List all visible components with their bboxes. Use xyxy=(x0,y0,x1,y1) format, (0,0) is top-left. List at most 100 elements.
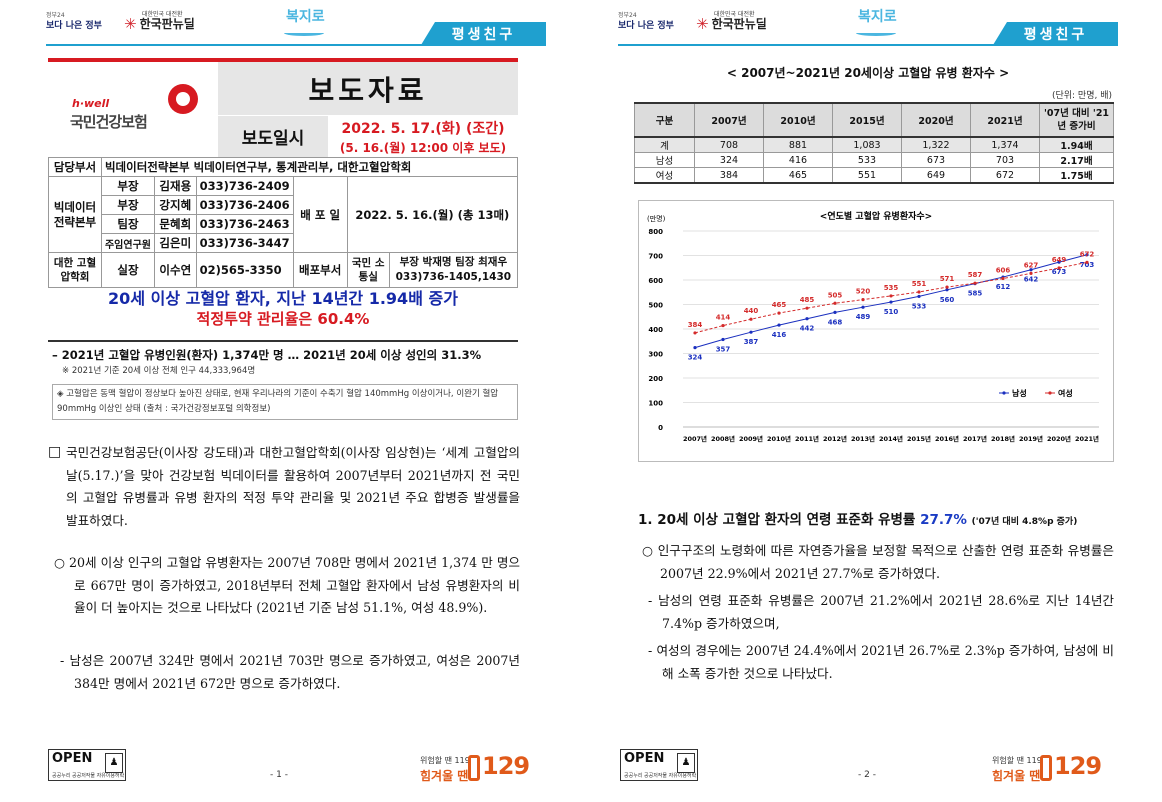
lifelong-friend-tag: 평생친구 xyxy=(993,22,1118,45)
bigdata-label: 빅데이터 전략본부 xyxy=(48,176,102,253)
table-cell: 551 xyxy=(832,167,902,184)
contact-phone: 033)736-2463 xyxy=(195,214,294,234)
x-tick-label: 2021년 xyxy=(1075,434,1099,443)
data-point xyxy=(777,323,781,327)
data-point xyxy=(917,290,921,294)
data-point xyxy=(1029,268,1033,272)
page-title: 보도자료 xyxy=(218,62,518,115)
hwell-text: h·well xyxy=(72,97,110,110)
release-date-label: 보도일시 xyxy=(218,115,328,157)
gov-logo-text: 보다 나은 정부 xyxy=(46,21,102,31)
contact-role: 팀장 xyxy=(100,214,155,234)
table-cell: 384 xyxy=(694,167,764,184)
table-cell: 708 xyxy=(694,136,764,153)
x-tick-label: 2010년 xyxy=(767,434,791,443)
release-date-line2: (5. 16.(월) 12:00 이후 보도) xyxy=(339,141,507,155)
y-tick-label: 0 xyxy=(658,424,663,432)
legend-marker xyxy=(1002,391,1006,395)
data-label: 612 xyxy=(996,283,1011,291)
data-label: 560 xyxy=(940,296,955,304)
table-cell: 2.17배 xyxy=(1039,152,1114,168)
section-title-text: 1. 20세 이상 고혈압 환자의 연령 표준화 유병률 xyxy=(638,512,916,528)
gov-logo-small: 정부24 xyxy=(46,12,65,19)
summary-line: – 2021년 고혈압 유병인원(환자) 1,374만 명 … 2021년 20… xyxy=(52,348,482,362)
gov-logo: 정부24 보다 나은 정부 xyxy=(618,11,674,31)
body-paragraph-1: ○ 인구구조의 노령화에 따른 자연증가율을 보정할 목적으로 산출한 연령 표… xyxy=(642,543,1114,581)
data-point xyxy=(1085,260,1089,264)
data-label: 465 xyxy=(772,301,787,309)
new-deal-logo: ✳ 대한민국 대전환 한국판뉴딜 xyxy=(124,11,195,32)
y-tick-label: 200 xyxy=(648,375,663,383)
section-title: 1. 20세 이상 고혈압 환자의 연령 표준화 유병률 27.7% ('07년… xyxy=(638,508,1077,528)
body-paragraph-2: ○ 20세 이상 인구의 고혈압 유병환자는 2007년 708만 명에서 20… xyxy=(54,555,520,616)
data-label: 627 xyxy=(1024,261,1039,269)
body-paragraph-3: - 남성은 2007년 324만 명에서 2021년 703만 명으로 증가하였… xyxy=(60,653,520,691)
x-tick-label: 2008년 xyxy=(711,434,735,443)
contact-phone: 033)736-2406 xyxy=(195,195,294,215)
table-unit: (단위: 만명, 배) xyxy=(1051,91,1112,101)
table-cell: 1,374 xyxy=(970,136,1040,153)
data-point xyxy=(1029,271,1033,275)
new-deal-logo: ✳ 대한민국 대전환 한국판뉴딜 xyxy=(696,11,767,32)
data-label: 535 xyxy=(884,284,899,292)
legend-marker xyxy=(1048,391,1052,395)
release-date: 2022. 5. 17.(화) (조간) (5. 16.(월) 12:00 이후… xyxy=(328,115,518,157)
data-label: 606 xyxy=(996,267,1011,275)
gov-logo-small: 정부24 xyxy=(618,12,637,19)
table-cell: 533 xyxy=(832,152,902,168)
y-tick-label: 700 xyxy=(648,253,663,261)
table-header: '07년 대비 '21년 증가비 xyxy=(1039,102,1114,138)
line-chart-svg: <연도별 고혈압 유병환자수> (만명) 0 100 200 300 400 500 600 70… xyxy=(647,210,1099,443)
data-point xyxy=(749,317,753,321)
data-label: 585 xyxy=(968,290,983,298)
data-label: 551 xyxy=(912,280,927,288)
assoc-phone: 02)565-3350 xyxy=(195,252,294,288)
contact-role: 부장 xyxy=(100,195,155,215)
data-point xyxy=(1085,253,1089,257)
table-header: 2010년 xyxy=(763,102,833,138)
distribution-date-value: 2022. 5. 16.(월) (총 13매) xyxy=(346,176,519,253)
page-number: - 1 - xyxy=(270,770,288,780)
helpline-text: 힘겨울 땐 xyxy=(420,769,469,783)
table-header: 2007년 xyxy=(694,102,764,138)
data-label: 384 xyxy=(688,321,703,329)
data-point xyxy=(1001,276,1005,281)
bullet-square-icon: □ xyxy=(48,444,62,460)
y-tick-label: 800 xyxy=(648,228,663,236)
data-point xyxy=(749,330,753,334)
open-label: OPEN xyxy=(624,751,665,766)
table-cell: 여성 xyxy=(634,167,695,184)
patients-table: 구분 2007년 2010년 2015년 2020년 2021년 '07년 대비… xyxy=(634,102,1114,184)
helpline-badge: 위험할 땐 119 힘겨울 땐 129 xyxy=(420,752,535,784)
helpline-badge: 위험할 땐 119 힘겨울 땐 129 xyxy=(992,752,1107,784)
bokji-logo: 복지로 xyxy=(286,9,325,25)
x-tick-label: 2013년 xyxy=(851,434,875,443)
table-row: 계 708 881 1,083 1,322 1,374 1.94배 xyxy=(634,136,1114,153)
data-point xyxy=(945,288,949,292)
page-2: 정부24 보다 나은 정부 ✳ 대한민국 대전환 한국판뉴딜 복지로 평생친구 … xyxy=(592,0,1152,802)
data-label: 414 xyxy=(716,314,731,322)
nhis-name: 국민건강보험 xyxy=(70,113,148,131)
table-header: 2015년 xyxy=(832,102,902,138)
data-point xyxy=(805,317,809,321)
data-label: 672 xyxy=(1080,250,1095,258)
chart-title: <연도별 고혈압 유병환자수> xyxy=(820,210,932,222)
bokji-smile-icon xyxy=(284,30,324,36)
gov-logo: 정부24 보다 나은 정부 xyxy=(46,11,102,31)
assoc-name: 이수연 xyxy=(153,252,197,288)
data-label: 673 xyxy=(1052,268,1067,276)
new-deal-small: 대한민국 대전환 xyxy=(142,11,183,18)
y-tick-label: 600 xyxy=(648,277,663,285)
header-rule xyxy=(618,44,1118,46)
table-cell: 649 xyxy=(901,167,971,184)
x-tick-label: 2017년 xyxy=(963,434,987,443)
data-point xyxy=(1057,266,1061,270)
x-tick-label: 2012년 xyxy=(823,434,847,443)
table-cell: 1,322 xyxy=(901,136,971,153)
x-tick-label: 2009년 xyxy=(739,434,763,443)
summary-footnote: ※ 2021년 기준 20세 이상 전체 인구 44,333,964명 xyxy=(62,366,256,376)
header: 정부24 보다 나은 정부 ✳ 대한민국 대전환 한국판뉴딜 복지로 평생친구 xyxy=(46,6,546,46)
section-title-note: ('07년 대비 4.8%p 증가) xyxy=(971,517,1078,527)
data-label: 505 xyxy=(828,291,843,299)
table-cell: 1,083 xyxy=(832,136,902,153)
